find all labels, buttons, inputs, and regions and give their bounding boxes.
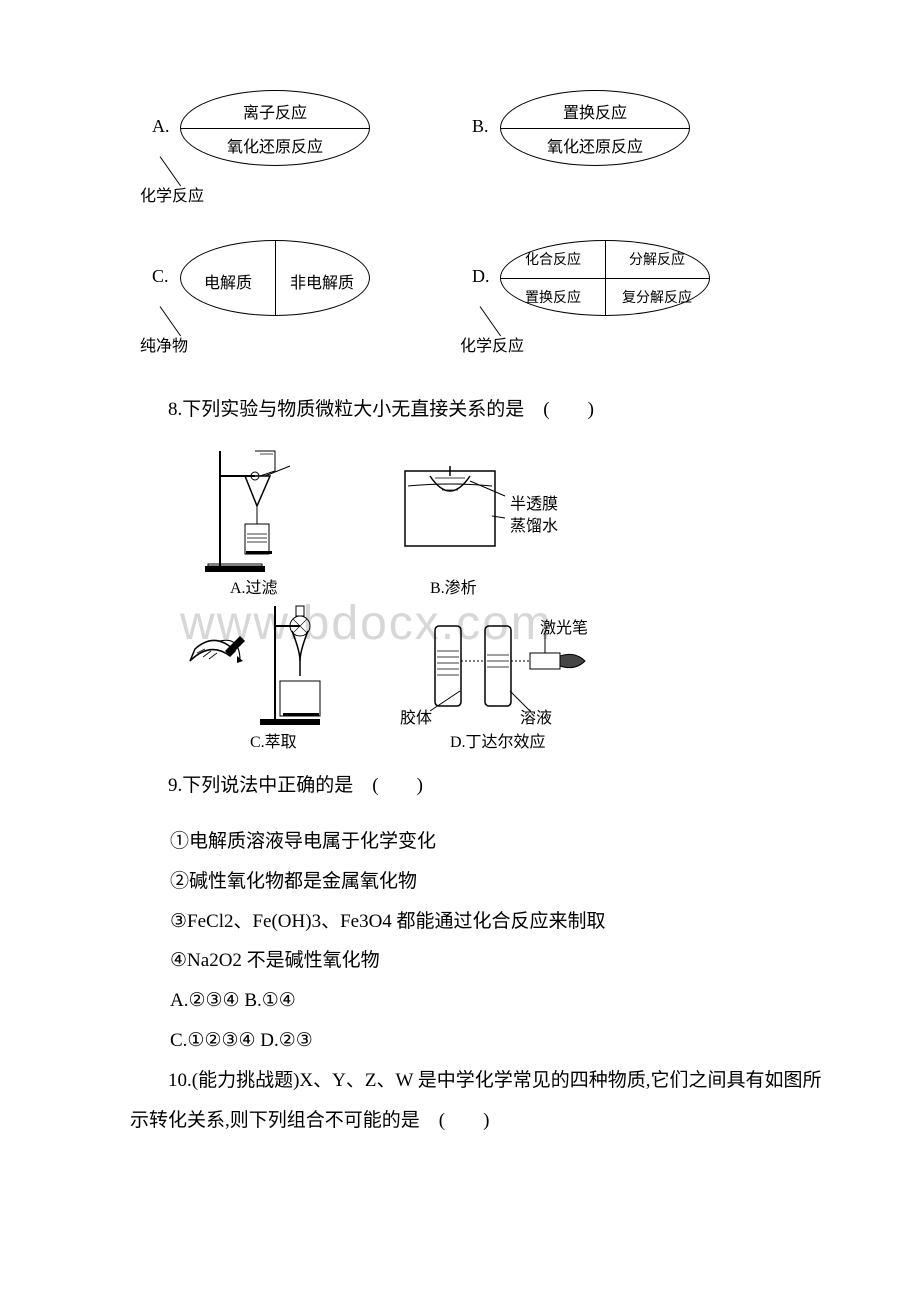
q8-figure-zone: www.bdocx.com A.过滤 半透膜 蒸馏水 B.渗析 — [190, 446, 670, 756]
ellipse-B-upper: 置换反应 — [501, 99, 689, 123]
ellipse-D-q4: 复分解反应 — [605, 287, 709, 307]
q8-caption-D: D.丁达尔效应 — [450, 728, 546, 752]
ellipse-C-right: 非电解质 — [275, 269, 369, 293]
q8-caption-B: B.渗析 — [430, 574, 477, 598]
diagram-letter-C: C. — [152, 266, 169, 287]
ellipse-D-q1: 化合反应 — [501, 249, 605, 269]
diagram-row-2: C. 电解质 非电解质 .diagram-block:nth-child(1) … — [90, 240, 830, 360]
diagram-row-1: A. 离子反应 氧化还原反应 化学反应 B. 置换反应 氧化还原反应 — [90, 90, 830, 210]
ellipse-D: 化合反应 分解反应 置换反应 复分解反应 — [500, 240, 710, 316]
diagram-letter-D: D. — [472, 266, 490, 287]
q9-item-4: ④Na2O2 不是碱性氧化物 — [170, 941, 830, 981]
dialysis-icon — [390, 456, 530, 566]
q8-caption-C: C.萃取 — [250, 728, 297, 752]
ellipse-B: 置换反应 氧化还原反应 — [500, 90, 690, 166]
ellipse-A-upper: 离子反应 — [181, 99, 369, 123]
diagram-B: B. 置换反应 氧化还原反应 — [460, 90, 720, 210]
ellipse-C-left: 电解质 — [181, 269, 275, 293]
ellipse-C: 电解质 非电解质 — [180, 240, 370, 316]
diagram-letter-B: B. — [472, 116, 489, 137]
filter-icon — [200, 446, 330, 576]
q9-options-AB: A.②③④ B.①④ — [170, 981, 830, 1021]
stem-label-A: 化学反应 — [140, 182, 204, 206]
ellipse-B-lower: 氧化还原反应 — [501, 133, 689, 157]
q9-options-CD: C.①②③④ D.②③ — [170, 1021, 830, 1061]
tyndall-icon — [400, 611, 600, 731]
q9-text: 9.下列说法中正确的是 ( ) — [130, 766, 830, 806]
q9-item-2: ②碱性氧化物都是金属氧化物 — [170, 862, 830, 902]
ellipse-A: 离子反应 氧化还原反应 — [180, 90, 370, 166]
diagram-D: D. 化合反应 分解反应 置换反应 复分解反应 化学反应 — [460, 240, 720, 360]
q10-text: 10.(能力挑战题)X、Y、Z、W 是中学化学常见的四种物质,它们之间具有如图所… — [130, 1061, 830, 1141]
q9-item-1: ①电解质溶液导电属于化学变化 — [170, 822, 830, 862]
ellipse-D-q3: 置换反应 — [501, 287, 605, 307]
q9-item-3: ③FeCl2、Fe(OH)3、Fe3O4 都能通过化合反应来制取 — [170, 902, 830, 942]
ellipse-A-lower: 氧化还原反应 — [181, 133, 369, 157]
diagram-letter-A: A. — [152, 116, 170, 137]
stem-label-C: 纯净物 — [140, 332, 188, 356]
q8-text: 8.下列实验与物质微粒大小无直接关系的是 ( ) — [130, 390, 830, 430]
q8-caption-A: A.过滤 — [230, 574, 278, 598]
stem-label-D: 化学反应 — [460, 332, 524, 356]
diagram-C: C. 电解质 非电解质 .diagram-block:nth-child(1) … — [140, 240, 400, 360]
ellipse-D-q2: 分解反应 — [605, 249, 709, 269]
extraction-icon — [185, 601, 355, 731]
diagram-A: A. 离子反应 氧化还原反应 化学反应 — [140, 90, 400, 210]
